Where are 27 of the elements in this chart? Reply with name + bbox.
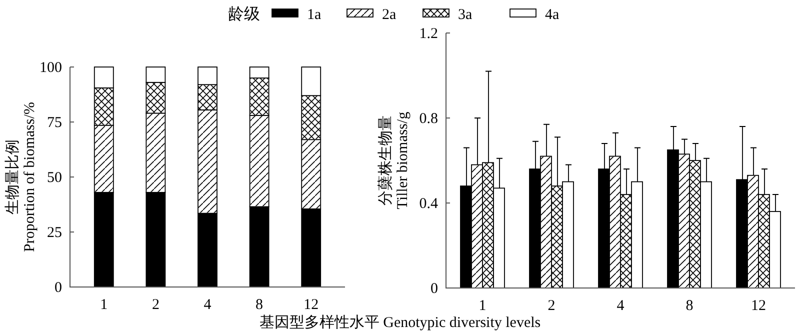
y-tick-label: 25 bbox=[47, 225, 62, 241]
x-tick-label: 8 bbox=[686, 298, 694, 314]
y-tick-label: 0.8 bbox=[419, 111, 438, 127]
legend-label: 2a bbox=[382, 7, 396, 23]
y-tick-label: 50 bbox=[47, 170, 62, 186]
x-tick-label: 1 bbox=[100, 297, 108, 313]
x-tick-label: 12 bbox=[751, 298, 766, 314]
x-tick-label: 12 bbox=[304, 297, 319, 313]
x-axis-title: 基因型多样性水平 Genotypic diversity levels bbox=[259, 314, 541, 331]
legend-label: 3a bbox=[458, 7, 472, 23]
x-tick-label: 1 bbox=[478, 298, 486, 314]
legend-label: 1a bbox=[307, 7, 322, 23]
y-axis-title: 分蘖株生物量 Tiller biomass/g bbox=[376, 111, 411, 210]
y-axis-title: 生物量比例 Proportion of biomass/% bbox=[4, 102, 38, 252]
x-tick-label: 2 bbox=[152, 297, 160, 313]
x-tick-label: 4 bbox=[616, 298, 625, 314]
y-tick-label: 0 bbox=[54, 280, 62, 296]
y-tick-label: 1.2 bbox=[419, 26, 438, 42]
y-tick-label: 75 bbox=[47, 115, 62, 131]
legend-title: 龄级 bbox=[228, 6, 260, 23]
x-tick-label: 2 bbox=[548, 298, 556, 314]
y-tick-label: 100 bbox=[40, 60, 62, 76]
legend-label: 4a bbox=[545, 7, 560, 23]
y-tick-label: 0.4 bbox=[419, 196, 438, 212]
y-tick-label: 0 bbox=[430, 281, 438, 297]
x-tick-label: 8 bbox=[256, 297, 264, 313]
x-tick-label: 4 bbox=[204, 297, 212, 313]
